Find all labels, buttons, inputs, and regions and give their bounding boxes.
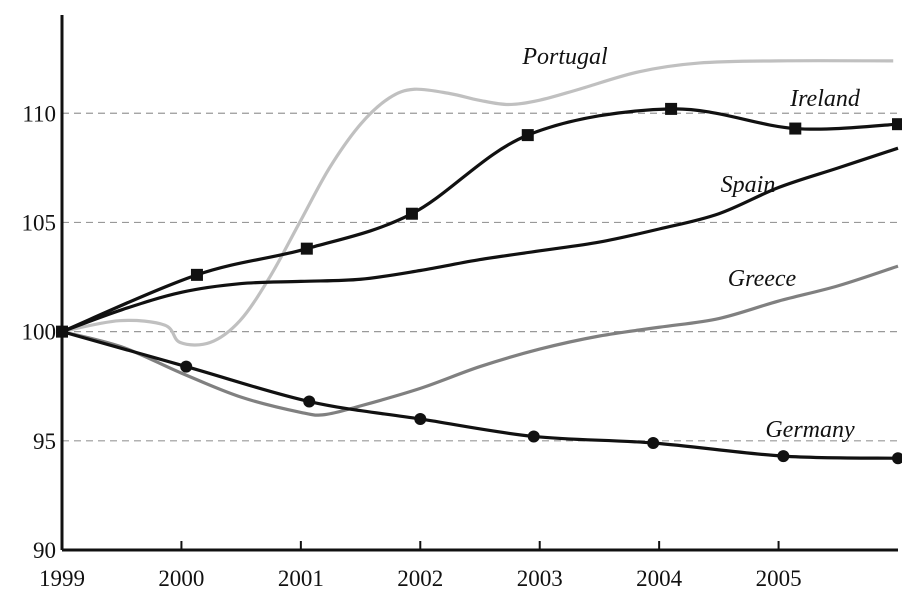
marker — [405, 207, 418, 220]
series-line — [61, 330, 899, 460]
marker — [303, 395, 316, 408]
x-tick-label: 2002 — [397, 566, 443, 591]
x-tick-label: 2003 — [517, 566, 563, 591]
marker — [892, 118, 902, 131]
x-tick-label: 1999 — [39, 566, 85, 591]
series-label: Germany — [765, 417, 855, 443]
x-tick-label: 2004 — [636, 566, 683, 591]
series-label: Portugal — [521, 44, 608, 70]
y-tick-label: 95 — [33, 429, 56, 454]
y-tick-label: 105 — [22, 210, 57, 235]
x-tick-label: 2000 — [158, 566, 204, 591]
x-tick-label: 2005 — [756, 566, 802, 591]
marker — [56, 325, 68, 338]
y-tick-label: 110 — [22, 101, 56, 126]
series-label: Ireland — [789, 86, 861, 112]
marker — [777, 450, 790, 463]
series-line — [61, 107, 899, 334]
y-tick-label: 100 — [22, 320, 57, 345]
marker — [892, 452, 902, 465]
marker — [414, 412, 427, 425]
marker — [789, 122, 802, 135]
marker — [527, 430, 540, 443]
marker — [180, 360, 193, 373]
marker — [190, 268, 203, 281]
marker — [647, 437, 660, 449]
marker — [665, 102, 678, 115]
series-label: Greece — [728, 266, 797, 292]
series-line — [61, 146, 899, 334]
marker — [300, 242, 313, 255]
x-tick-label: 2001 — [278, 566, 324, 591]
series-line — [61, 59, 894, 347]
series-line — [61, 264, 899, 417]
marker — [521, 129, 534, 142]
y-tick-label: 90 — [33, 538, 56, 563]
series-label: Spain — [721, 172, 776, 198]
